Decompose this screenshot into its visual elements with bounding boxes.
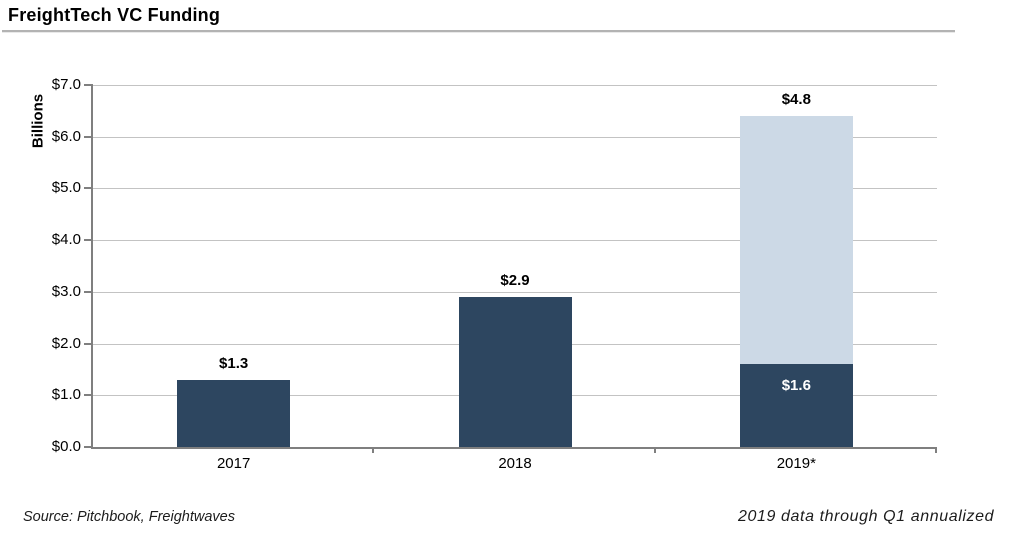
bar-segment-actual-funding <box>458 297 572 447</box>
x-axis-tick <box>935 447 937 453</box>
y-axis-tick <box>84 342 92 345</box>
gridline <box>93 291 937 293</box>
annualized-note: 2019 data through Q1 annualized <box>738 508 995 525</box>
y-axis-tick <box>84 187 92 190</box>
y-axis-tick <box>84 239 92 242</box>
y-axis-tick <box>84 446 92 448</box>
bar-segment-actual-funding <box>177 379 291 447</box>
plot-area: $0.0 $1.0 $2.0 $3.0 $4.0 $5.0 $6.0 $7.0 $1.3 2017… <box>52 76 937 472</box>
y-tick-label: $4.0 <box>51 231 81 249</box>
y-tick-label: $3.0 <box>51 282 81 300</box>
bar-value-label: $2.9 <box>500 272 530 290</box>
y-axis-line <box>91 84 93 448</box>
bar-value-label: $1.3 <box>219 354 249 372</box>
y-tick-label: $1.0 <box>51 386 81 404</box>
y-tick-label: $0.0 <box>51 438 81 455</box>
gridline <box>93 188 937 190</box>
y-axis-tick <box>84 84 92 86</box>
gridline <box>93 136 937 138</box>
gridline <box>93 85 937 86</box>
source-caption: Source: Pitchbook, Freightwaves <box>23 509 235 525</box>
x-axis-tick <box>653 447 656 453</box>
y-axis-tick <box>84 135 92 138</box>
x-axis-line <box>91 447 937 449</box>
title-divider <box>2 30 955 32</box>
y-axis-tick <box>84 290 92 293</box>
bar-value-label: $4.8 <box>781 91 811 109</box>
category-label: 2017 <box>216 455 251 472</box>
y-tick-label: $5.0 <box>51 179 81 197</box>
category-label: 2019* <box>776 455 816 472</box>
y-tick-label: $6.0 <box>51 127 81 145</box>
y-tick-label: $2.0 <box>51 334 81 352</box>
x-axis-tick <box>372 447 375 453</box>
y-axis-tick <box>84 394 92 397</box>
bar-segment-actual-funding <box>739 364 853 447</box>
bar-segment-annualized-projection <box>739 116 853 365</box>
chart-title: FreightTech VC Funding <box>8 5 221 25</box>
category-label: 2018 <box>498 455 532 472</box>
bar-inner-label: $1.6 <box>781 377 811 395</box>
gridline <box>93 240 937 242</box>
y-tick-label: $7.0 <box>51 76 81 93</box>
